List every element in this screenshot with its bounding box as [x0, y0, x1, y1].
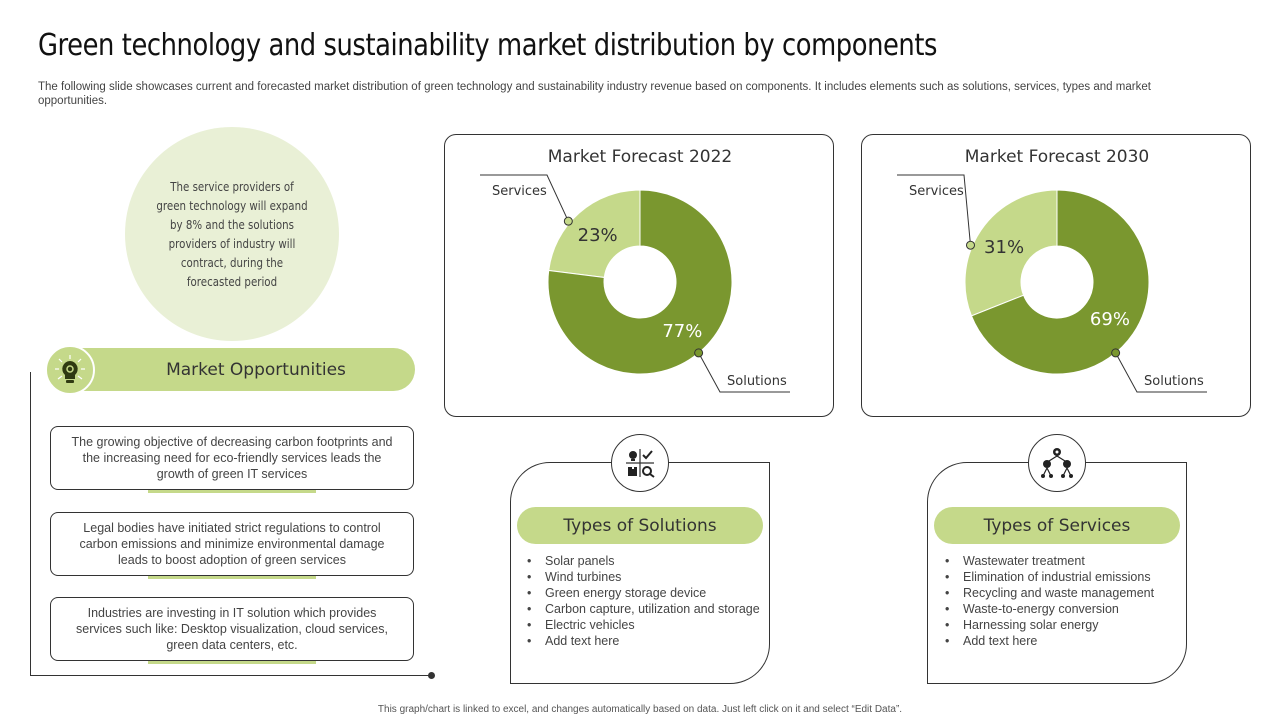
chart-title: Market Forecast 2030: [965, 147, 1149, 167]
services-leader-dot: [965, 240, 975, 250]
list-item: Electric vehicles: [525, 617, 765, 633]
opportunity-text: Industries are investing in IT solution …: [76, 606, 388, 652]
opportunity-text: Legal bodies have initiated strict regul…: [79, 521, 385, 567]
solutions-title: Types of Solutions: [517, 507, 763, 544]
donut-chart-2030: Market Forecast 2030 31% 69% Services Soluti…: [897, 147, 1207, 393]
list-item: Waste-to-energy conversion: [943, 601, 1183, 617]
list-item: Recycling and waste management: [943, 585, 1183, 601]
opportunity-item: Legal bodies have initiated strict regul…: [50, 512, 414, 579]
list-item: Add text here: [525, 633, 765, 649]
list-item: Add text here: [943, 633, 1183, 649]
chart-card-2022: Market Forecast 2022 23% 77% Services Soluti…: [444, 134, 834, 417]
services-leader-line: [897, 174, 971, 246]
slice-value-label: 69%: [1090, 309, 1130, 330]
list-item: Elimination of industrial emissions: [943, 569, 1183, 585]
opportunity-item: Industries are investing in IT solution …: [50, 597, 414, 664]
list-item: Solar panels: [525, 553, 765, 569]
list-item: Carbon capture, utilization and storage: [525, 601, 765, 617]
category-label-services: Services: [909, 184, 964, 199]
opportunities-header: Market Opportunities: [47, 348, 415, 391]
page-title: Green technology and sustainability mark…: [38, 28, 938, 63]
slice-value-label: 77%: [662, 321, 702, 342]
services-leader-line: [480, 174, 569, 222]
services-title: Types of Services: [934, 507, 1180, 544]
solutions-leader-line: [698, 352, 790, 393]
category-label-services: Services: [492, 184, 547, 199]
donut-slice-services[interactable]: [964, 189, 1058, 317]
page-subtitle: The following slide showcases current an…: [38, 81, 1151, 107]
opportunity-item: The growing objective of decreasing carb…: [50, 426, 414, 493]
solutions-leader-dot: [694, 348, 704, 358]
footer-note: This graph/chart is linked to excel, and…: [377, 704, 903, 715]
slice-value-label: 31%: [984, 237, 1024, 258]
category-label-solutions: Solutions: [727, 374, 787, 389]
donut-slice-services[interactable]: [548, 189, 641, 279]
services-leader-dot: [563, 216, 573, 226]
opportunities-connector-line: [30, 372, 31, 676]
donut-slice-solutions[interactable]: [970, 189, 1150, 375]
opportunity-text: The growing objective of decreasing carb…: [71, 435, 393, 481]
list-item: Green energy storage device: [525, 585, 765, 601]
donut-slice-solutions[interactable]: [547, 189, 733, 375]
donut-chart-2022: Market Forecast 2022 23% 77% Services Soluti…: [480, 147, 790, 393]
forecast-note-circle: The service providers of green technolog…: [125, 127, 339, 341]
solutions-checklist-icon: [611, 434, 669, 492]
list-item: Harnessing solar energy: [943, 617, 1183, 633]
slice-value-label: 23%: [578, 225, 618, 246]
list-item: Wastewater treatment: [943, 553, 1183, 569]
opportunities-bottom-line: [30, 675, 432, 676]
chart-card-2030: Market Forecast 2030 31% 69% Services Soluti…: [861, 134, 1251, 417]
services-network-icon: [1028, 434, 1086, 492]
services-list: Wastewater treatmentElimination of indus…: [943, 553, 1183, 649]
opportunities-title: Market Opportunities: [166, 359, 346, 380]
list-item: Wind turbines: [525, 569, 765, 585]
forecast-note-text: The service providers of green technolog…: [156, 179, 308, 289]
category-label-solutions: Solutions: [1144, 374, 1204, 389]
lightbulb-gear-icon: [45, 345, 95, 395]
chart-title: Market Forecast 2022: [548, 147, 732, 167]
opportunities-connector-dot: [428, 672, 435, 679]
solutions-leader-line: [1115, 352, 1207, 393]
solutions-list: Solar panelsWind turbinesGreen energy st…: [525, 553, 765, 649]
solutions-leader-dot: [1111, 348, 1121, 358]
